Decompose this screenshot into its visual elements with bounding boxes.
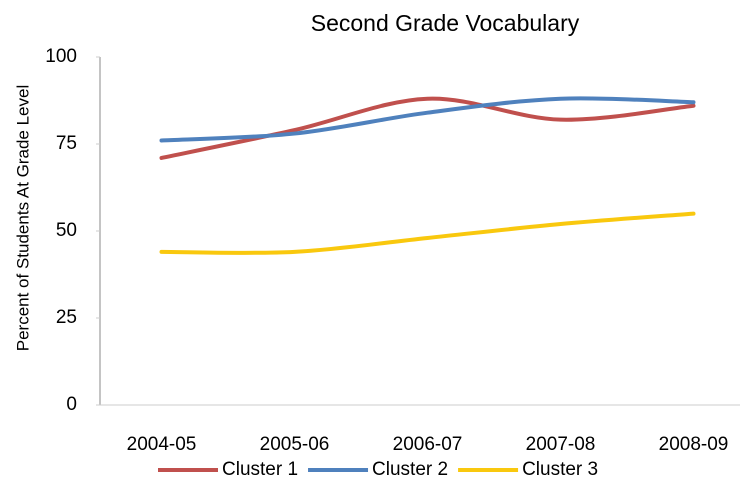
y-tick-label: 100 — [45, 46, 77, 67]
chart-title: Second Grade Vocabulary — [311, 10, 580, 36]
y-axis-title: Percent of Students At Grade Level — [13, 85, 32, 352]
y-tick-label: 75 — [56, 133, 77, 154]
x-tick-label: 2005-06 — [260, 434, 330, 455]
legend-label: Cluster 2 — [372, 459, 448, 480]
legend-label: Cluster 3 — [522, 459, 598, 480]
x-tick-label: 2006-07 — [393, 434, 463, 455]
y-tick-label: 25 — [56, 307, 77, 328]
x-tick-label: 2007-08 — [526, 434, 596, 455]
legend-label: Cluster 1 — [222, 459, 298, 480]
series-line — [159, 211, 696, 255]
x-tick-label: 2008-09 — [659, 434, 729, 455]
series-line — [159, 96, 696, 143]
y-tick-label: 50 — [56, 220, 77, 241]
series-line — [159, 96, 696, 160]
x-tick-label: 2004-05 — [127, 434, 197, 455]
y-tick-label: 0 — [66, 394, 77, 415]
